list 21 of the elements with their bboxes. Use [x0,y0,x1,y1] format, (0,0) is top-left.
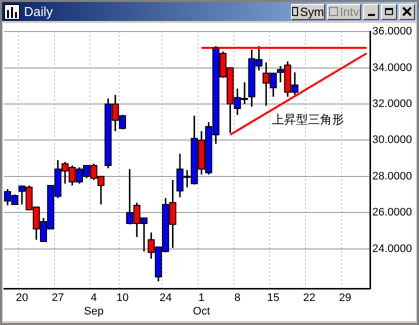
x-tick-label: 29 [338,292,352,304]
x-tick-label: 24 [159,292,172,304]
chart-title: Daily [24,4,54,19]
x-tick-label: 15 [267,292,280,304]
annotation: 上昇型三角形 [272,112,344,126]
y-tick-label: 30.0000 [372,134,412,146]
x-tick-label: 4 Sep [84,292,104,318]
y-tick-label: 24.0000 [372,242,412,255]
x-tick-label: 22 [303,292,316,304]
y-tick-label: 34.0000 [372,62,412,74]
x-tick-label: 27 [52,292,64,304]
intv-button: Intv [327,4,361,20]
sym-button: Sym [291,4,325,20]
x-tick-label: 10 [116,292,129,304]
x-tick-label: 20 [16,292,28,304]
y-tick-label: 28.0000 [372,170,412,182]
y-tick-label: 36.0000 [372,26,412,38]
x-tick-label: 1 Oct [192,292,210,318]
y-tick-label: 32.0000 [372,98,412,110]
x-tick-label: 8 [234,292,240,304]
y-tick-label: 26.0000 [372,206,412,219]
